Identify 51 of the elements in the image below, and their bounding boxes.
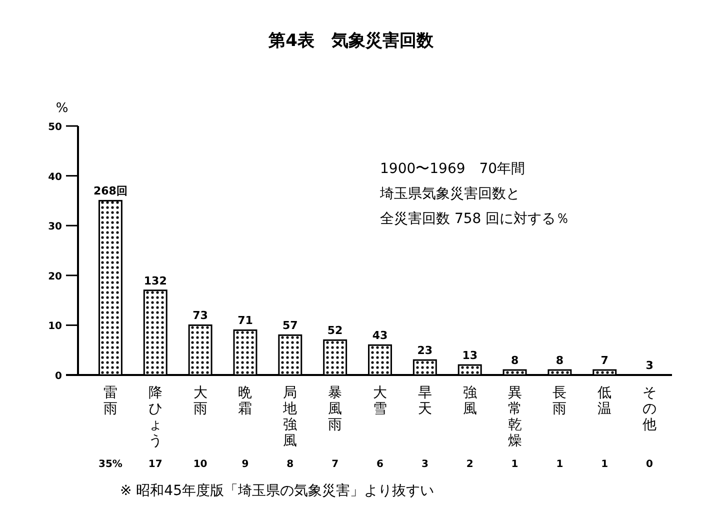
- data-label: 9: [242, 459, 249, 470]
- x-tick-label: 晩霜: [238, 385, 252, 417]
- data-label: 35%: [98, 459, 122, 470]
- annotation: 3: [646, 359, 654, 372]
- annotation: 8: [556, 354, 564, 368]
- x-tick-label: 局地強風: [282, 385, 298, 449]
- text: ※ 昭和45年度版「埼玉県の気象災害」より抜すい: [120, 483, 434, 499]
- data-label: 1: [601, 459, 608, 470]
- data-label: 8: [286, 459, 294, 470]
- annotation: 23: [417, 344, 433, 358]
- x-tick-label: 雷雨: [103, 385, 118, 417]
- y-tick-label: 30: [48, 222, 62, 233]
- x-tick-label: 異常乾燥: [508, 385, 522, 449]
- annotation: 71: [238, 314, 253, 328]
- x-tick-label: 強風: [462, 385, 477, 417]
- annotation: 73: [192, 309, 208, 322]
- y-tick-label: 50: [48, 122, 62, 133]
- x-tick-label: その他: [642, 385, 657, 433]
- data-label: 0: [646, 459, 654, 470]
- data-label: 2: [466, 459, 474, 470]
- annotation: 57: [282, 319, 298, 332]
- annotation: 132: [144, 274, 167, 288]
- chart-title: 第4表 気象災害回数: [268, 31, 434, 51]
- annotation: 全災害回数 758 回に対する％: [380, 211, 570, 227]
- annotation: 1900〜1969 70年間: [380, 161, 526, 177]
- annotation: 7: [600, 354, 608, 368]
- x-tick-label: 長雨: [552, 385, 567, 417]
- x-tick-label: 暴風雨: [328, 385, 342, 433]
- x-tick-label: 大雨: [193, 385, 208, 417]
- annotation: 43: [372, 329, 388, 342]
- data-label: 3: [421, 459, 428, 470]
- x-tick-label: 降ひょう: [148, 385, 162, 449]
- annotation: 13: [462, 349, 478, 362]
- data-label: 10: [193, 459, 208, 470]
- x-tick-label: 低温: [598, 385, 612, 417]
- y-tick-label: 40: [48, 172, 62, 183]
- data-label: 6: [376, 459, 384, 470]
- data-label: 1: [556, 459, 564, 470]
- annotation: 埼玉県気象災害回数と: [379, 186, 520, 202]
- annotation: 268回: [93, 184, 128, 198]
- y-tick-label: 20: [48, 271, 62, 282]
- y-tick-label: 10: [48, 321, 62, 332]
- annotation: 52: [327, 324, 343, 338]
- annotation: 8: [510, 354, 519, 368]
- y-axis-title: %: [56, 101, 68, 116]
- y-tick-label: 0: [55, 371, 62, 382]
- data-label: 7: [332, 459, 339, 470]
- x-tick-label: 大雪: [373, 385, 387, 417]
- data-label: 1: [511, 459, 518, 470]
- x-tick-label: 旱天: [418, 385, 432, 417]
- data-label: 17: [148, 459, 162, 470]
